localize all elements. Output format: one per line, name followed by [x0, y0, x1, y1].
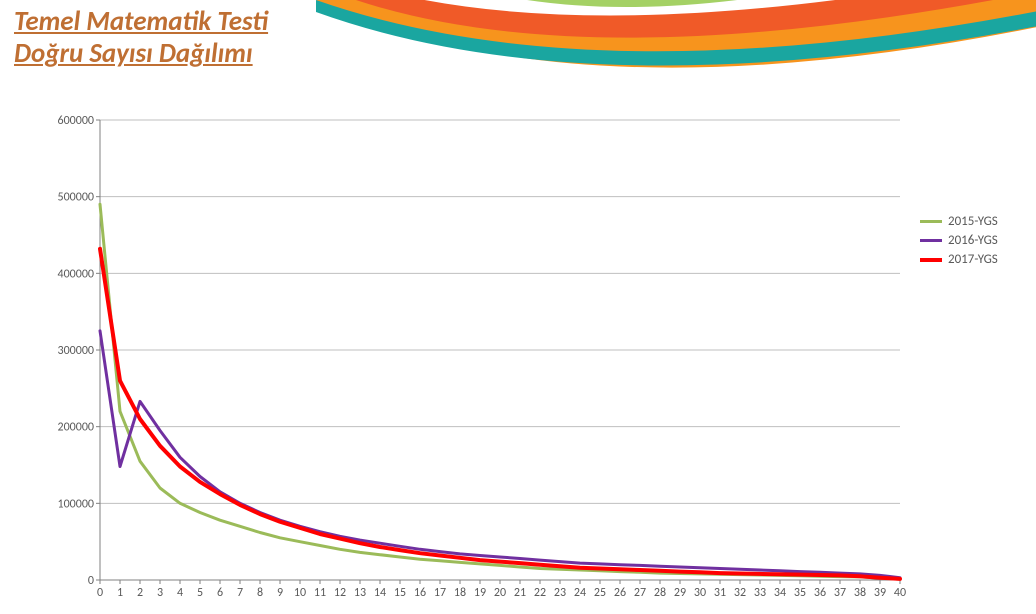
x-tick-label: 30 [694, 586, 706, 600]
x-tick-label: 5 [197, 586, 203, 600]
legend-swatch [920, 258, 942, 262]
x-tick-label: 14 [374, 586, 386, 600]
x-tick-label: 11 [314, 586, 326, 600]
legend-label: 2015-YGS [948, 214, 998, 229]
legend-swatch [920, 239, 942, 242]
x-tick-label: 31 [714, 586, 726, 600]
legend-item: 2015-YGS [920, 214, 998, 229]
x-tick-label: 39 [874, 586, 886, 600]
x-tick-label: 23 [554, 586, 566, 600]
x-tick-label: 28 [654, 586, 666, 600]
legend-swatch [920, 220, 942, 223]
x-tick-label: 10 [294, 586, 306, 600]
x-tick-label: 9 [277, 586, 283, 600]
x-tick-label: 1 [117, 586, 123, 600]
x-tick-label: 8 [257, 586, 263, 600]
legend-item: 2016-YGS [920, 233, 998, 248]
y-tick-label: 400000 [58, 267, 95, 281]
legend-item: 2017-YGS [920, 252, 998, 267]
x-tick-label: 33 [754, 586, 766, 600]
series-line [100, 331, 900, 578]
x-tick-label: 25 [594, 586, 606, 600]
x-tick-label: 37 [834, 586, 846, 600]
x-tick-label: 35 [794, 586, 806, 600]
series-line [100, 204, 900, 579]
x-tick-label: 27 [634, 586, 646, 600]
x-tick-label: 7 [237, 586, 243, 600]
x-tick-label: 2 [137, 586, 143, 600]
y-tick-label: 0 [88, 574, 94, 588]
x-tick-label: 22 [534, 586, 546, 600]
x-tick-label: 20 [494, 586, 506, 600]
y-tick-label: 500000 [58, 191, 95, 205]
x-tick-label: 16 [414, 586, 426, 600]
chart-legend: 2015-YGS 2016-YGS 2017-YGS [920, 210, 998, 271]
x-tick-label: 15 [394, 586, 406, 600]
x-tick-label: 36 [814, 586, 826, 600]
x-tick-label: 6 [217, 586, 223, 600]
x-tick-label: 18 [454, 586, 466, 600]
x-tick-label: 29 [674, 586, 686, 600]
series-line [100, 249, 900, 579]
x-tick-label: 34 [774, 586, 786, 600]
x-tick-label: 40 [894, 586, 906, 600]
x-tick-label: 0 [97, 586, 103, 600]
y-tick-label: 600000 [58, 114, 95, 128]
line-chart: 0100000200000300000400000500000600000012… [40, 110, 910, 600]
legend-label: 2017-YGS [948, 252, 998, 267]
x-tick-label: 38 [854, 586, 866, 600]
x-tick-label: 17 [434, 586, 446, 600]
x-tick-label: 3 [157, 586, 163, 600]
x-tick-label: 26 [614, 586, 626, 600]
title-line-1: Temel Matematik Testi [14, 6, 268, 38]
x-tick-label: 21 [514, 586, 526, 600]
chart-title: Temel Matematik Testi Doğru Sayısı Dağıl… [14, 6, 268, 71]
x-tick-label: 24 [574, 586, 586, 600]
x-tick-label: 4 [177, 586, 183, 600]
x-tick-label: 13 [354, 586, 366, 600]
y-tick-label: 300000 [58, 344, 95, 358]
chart-container: 0100000200000300000400000500000600000012… [40, 110, 1000, 600]
y-tick-label: 200000 [58, 421, 95, 435]
title-line-2: Doğru Sayısı Dağılımı [14, 38, 268, 70]
legend-label: 2016-YGS [948, 233, 998, 248]
x-tick-label: 12 [334, 586, 346, 600]
x-tick-label: 32 [734, 586, 746, 600]
y-tick-label: 100000 [58, 497, 95, 511]
x-tick-label: 19 [474, 586, 486, 600]
